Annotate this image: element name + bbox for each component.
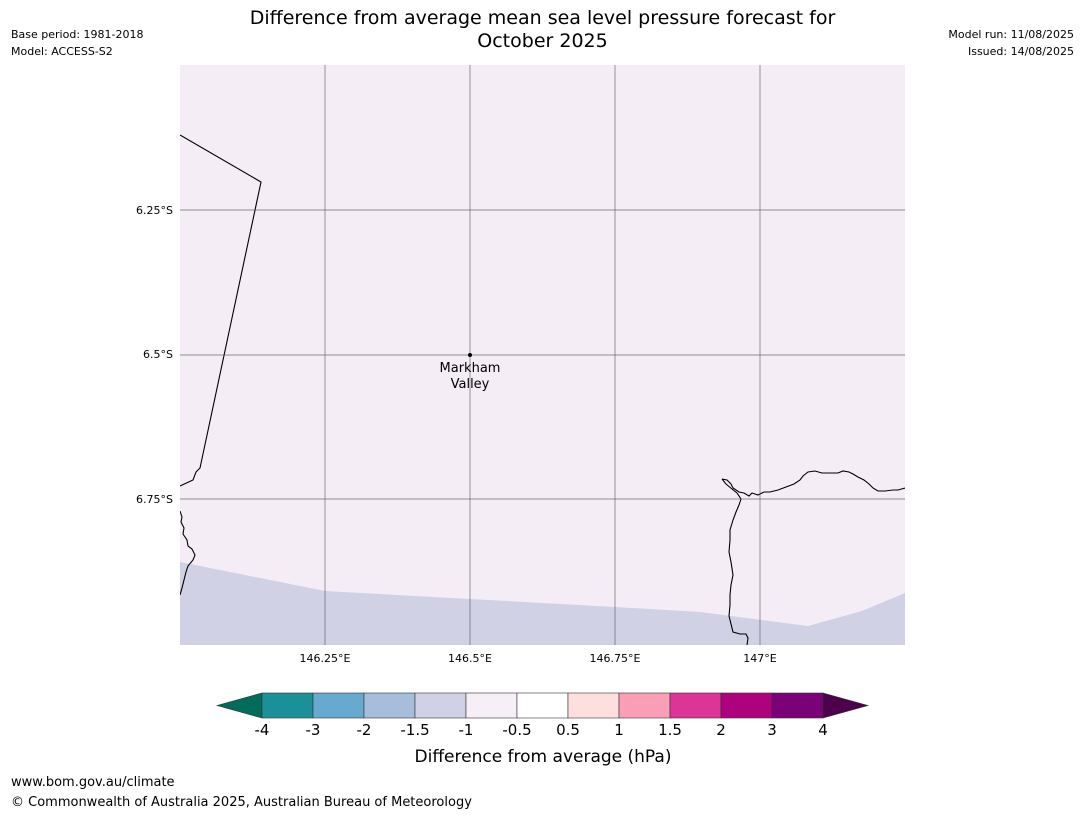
- colorbar-tick-label: -0.5: [502, 721, 531, 739]
- lon-label-147: 147°E: [743, 652, 776, 665]
- colorbar-swatch: [414, 692, 467, 719]
- model-text: Model: ACCESS-S2: [11, 45, 113, 58]
- longitude-labels: 146.25°E 146.5°E 146.75°E 147°E: [300, 652, 777, 665]
- metadata-right: Model run: 11/08/2025 Issued: 14/08/2025: [948, 26, 1074, 60]
- colorbar-swatch: [363, 692, 416, 719]
- lon-label-146-5: 146.5°E: [448, 652, 492, 665]
- colorbar-swatch: [312, 692, 365, 719]
- colorbar-group: -4 -3 -2 -1.5 -1 -0.5 0.5 1 1.5 2 3 4: [215, 692, 870, 739]
- base-period-text: Base period: 1981-2018: [11, 28, 144, 41]
- title-line-2: October 2025: [477, 30, 608, 52]
- map-title: Difference from average mean sea level p…: [140, 7, 945, 53]
- metadata-left: Base period: 1981-2018 Model: ACCESS-S2: [11, 26, 143, 60]
- colorbar-tick-label: 1: [614, 721, 624, 739]
- footer-url: www.bom.gov.au/climate: [11, 775, 175, 790]
- lon-label-146-25: 146.25°E: [300, 652, 351, 665]
- colorbar-swatch: [720, 692, 773, 719]
- place-label-line-2: Valley: [451, 377, 490, 392]
- colorbar-tick-label: -1: [459, 721, 474, 739]
- place-label-line-1: Markham: [440, 361, 501, 376]
- border-line: [180, 134, 262, 487]
- coastline-river: [721, 478, 749, 645]
- colorbar-extend-over: [822, 692, 870, 719]
- colorbar-swatch: [669, 692, 722, 719]
- lat-label-6-75: 6.75°S: [136, 493, 173, 506]
- coastline: [180, 134, 905, 645]
- issued-text: Issued: 14/08/2025: [967, 45, 1074, 58]
- colorbar-tick-label: -4: [255, 721, 270, 739]
- coastline-west: [180, 510, 196, 596]
- region-minus-1-5-to-minus-1: [180, 562, 905, 645]
- colorbar-swatch: [618, 692, 671, 719]
- colorbar-swatch: [516, 692, 569, 719]
- colorbar-swatch: [771, 692, 824, 719]
- colorbar-tick-label: -3: [306, 721, 321, 739]
- lon-label-146-75: 146.75°E: [590, 652, 641, 665]
- colorbar-tick-label: 3: [767, 721, 777, 739]
- colorbar-swatch: [567, 692, 620, 719]
- latitude-labels: 6.25°S 6.5°S 6.75°S: [136, 204, 173, 506]
- colorbar-tick-label: 0.5: [556, 721, 580, 739]
- footer-copyright: © Commonwealth of Australia 2025, Austra…: [11, 795, 472, 810]
- map-area: Markham Valley: [180, 65, 905, 645]
- map-figure: Markham Valley 146.25°E 146.5°E 146.75°E…: [136, 65, 905, 665]
- colorbar-tick-label: 2: [716, 721, 726, 739]
- title-line-1: Difference from average mean sea level p…: [249, 7, 836, 29]
- colorbar-title: Difference from average (hPa): [415, 747, 672, 767]
- colorbar-tick-label: 1.5: [658, 721, 682, 739]
- colorbar-tick-label: -2: [357, 721, 372, 739]
- markham-valley-marker: [468, 353, 472, 357]
- colorbar-tick-label: -1.5: [400, 721, 429, 739]
- graticule: [180, 65, 905, 645]
- lat-label-6-25: 6.25°S: [136, 204, 173, 217]
- colorbar-swatch: [465, 692, 518, 719]
- colorbar-extend-under: [215, 692, 263, 719]
- model-run-text: Model run: 11/08/2025: [948, 28, 1074, 41]
- colorbar-tick-label: 4: [818, 721, 828, 739]
- coastline-east: [721, 470, 905, 497]
- lat-label-6-5: 6.5°S: [143, 348, 173, 361]
- colorbar-swatch: [261, 692, 314, 719]
